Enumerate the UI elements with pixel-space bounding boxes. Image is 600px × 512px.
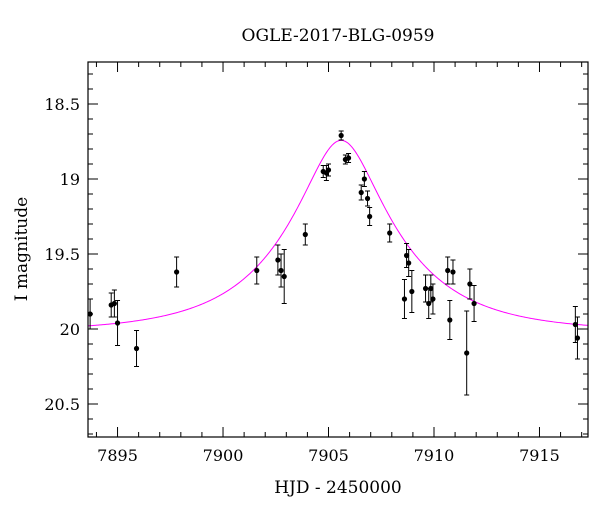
data-point: [467, 268, 473, 300]
point-marker: [422, 285, 429, 292]
data-point: [450, 259, 456, 285]
point-marker: [450, 269, 456, 275]
chart-title: OGLE-2017-BLG-0959: [242, 26, 435, 46]
point-marker: [467, 281, 473, 287]
x-tick-label: 7900: [203, 446, 244, 465]
point-marker: [430, 296, 436, 302]
data-points: [87, 130, 581, 396]
point-marker: [471, 300, 477, 307]
data-point: [403, 243, 410, 268]
data-point: [464, 310, 470, 396]
point-marker: [111, 300, 117, 307]
data-point: [133, 330, 140, 367]
data-point: [275, 244, 281, 276]
data-point: [254, 256, 260, 285]
point-marker: [447, 317, 453, 323]
plot-frame: [87, 61, 589, 438]
point-marker: [403, 252, 410, 259]
data-point: [409, 270, 415, 313]
data-point: [401, 279, 408, 319]
point-marker: [133, 345, 140, 352]
data-point: [447, 300, 453, 340]
point-marker: [428, 285, 434, 292]
data-point: [345, 153, 352, 163]
point-marker: [338, 132, 344, 139]
y-tick-label: 19.5: [44, 245, 80, 264]
data-point: [574, 316, 581, 360]
data-point: [325, 163, 332, 177]
point-marker: [574, 335, 581, 341]
point-marker: [278, 267, 284, 274]
data-point: [387, 223, 393, 243]
data-point: [364, 190, 371, 207]
point-marker: [367, 213, 373, 220]
point-marker: [114, 320, 121, 326]
y-tick-label: 18.5: [44, 95, 80, 114]
point-marker: [275, 257, 281, 263]
data-point: [406, 249, 412, 277]
x-tick-label: 7910: [414, 446, 455, 465]
point-marker: [409, 288, 415, 295]
data-point: [281, 249, 287, 304]
point-marker: [464, 350, 470, 356]
data-point: [302, 223, 308, 246]
point-marker: [445, 267, 451, 274]
data-point: [278, 253, 284, 288]
point-marker: [406, 260, 412, 266]
point-marker: [281, 273, 287, 280]
point-marker: [345, 155, 352, 161]
axis-ticks: [88, 62, 588, 437]
y-tick-label: 20: [60, 320, 80, 339]
point-marker: [387, 230, 393, 236]
y-tick-label: 20.5: [44, 395, 80, 414]
tick-labels: 7895 7900 7905 7910 7915 18.5 19 19.5 20 20.5: [44, 95, 559, 465]
point-marker: [254, 267, 260, 274]
x-tick-label: 7915: [519, 446, 560, 465]
data-point: [111, 289, 117, 318]
data-point: [174, 256, 180, 288]
point-marker: [302, 231, 308, 238]
point-marker: [364, 195, 371, 202]
data-point: [430, 283, 436, 315]
data-point: [114, 300, 121, 346]
point-marker: [361, 176, 367, 182]
model-curve: [87, 139, 589, 327]
x-axis-label: HJD - 2450000: [274, 478, 402, 498]
data-point: [338, 130, 344, 141]
y-tick-label: 19: [60, 170, 80, 189]
point-marker: [401, 296, 408, 302]
x-tick-label: 7895: [97, 446, 138, 465]
data-point: [445, 256, 451, 285]
y-axis-label: I magnitude: [12, 197, 32, 301]
data-point: [358, 184, 364, 201]
point-marker: [174, 269, 180, 275]
point-marker: [358, 189, 364, 196]
point-marker: [572, 321, 578, 328]
point-marker: [87, 311, 93, 317]
data-point: [361, 171, 367, 187]
data-point: [367, 207, 373, 226]
x-tick-label: 7905: [308, 446, 349, 465]
data-point: [471, 285, 477, 322]
point-marker: [325, 167, 332, 173]
